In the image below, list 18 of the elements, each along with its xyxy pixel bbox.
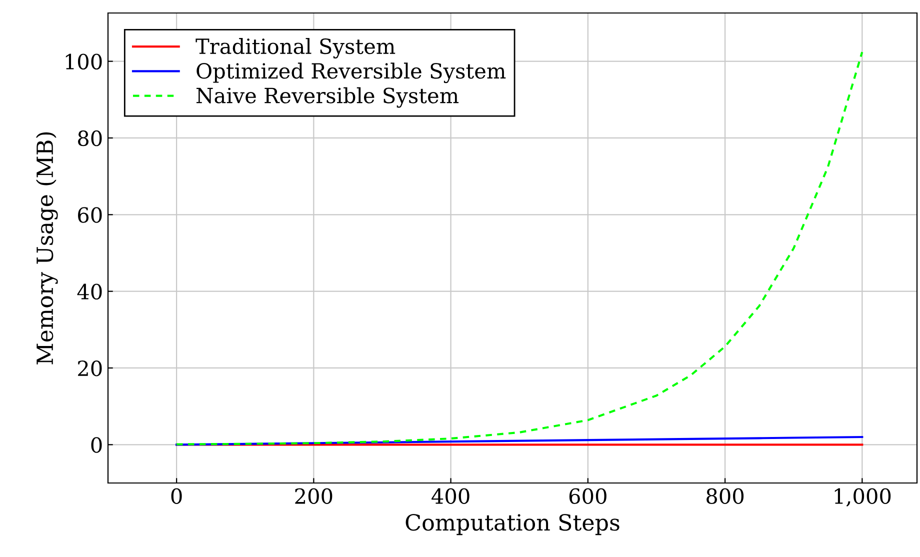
x-tick-label: 1,000 [834, 488, 891, 507]
y-tick-label: 20 [78, 360, 102, 376]
x-tick-label: 600 [569, 488, 606, 504]
x-tick-label: 0 [171, 488, 182, 504]
y-axis-title: Memory Usage (MB) [36, 132, 58, 364]
y-tick-label: 0 [91, 437, 102, 453]
legend-label: Traditional System [196, 38, 396, 58]
y-tick-label: 60 [78, 207, 102, 223]
x-tick-label: 200 [295, 488, 332, 504]
legend-label: Optimized Reversible System [196, 62, 506, 84]
y-tick-label: 80 [78, 130, 102, 146]
x-axis-title: Computation Steps [406, 514, 620, 536]
legend-label: Naive Reversible System [196, 87, 459, 108]
line-series [176, 436, 864, 446]
y-tick-label: 40 [77, 284, 102, 300]
x-tick-label: 800 [706, 488, 744, 504]
y-tick-label: 100 [66, 54, 102, 70]
x-tick-label: 400 [432, 488, 470, 504]
